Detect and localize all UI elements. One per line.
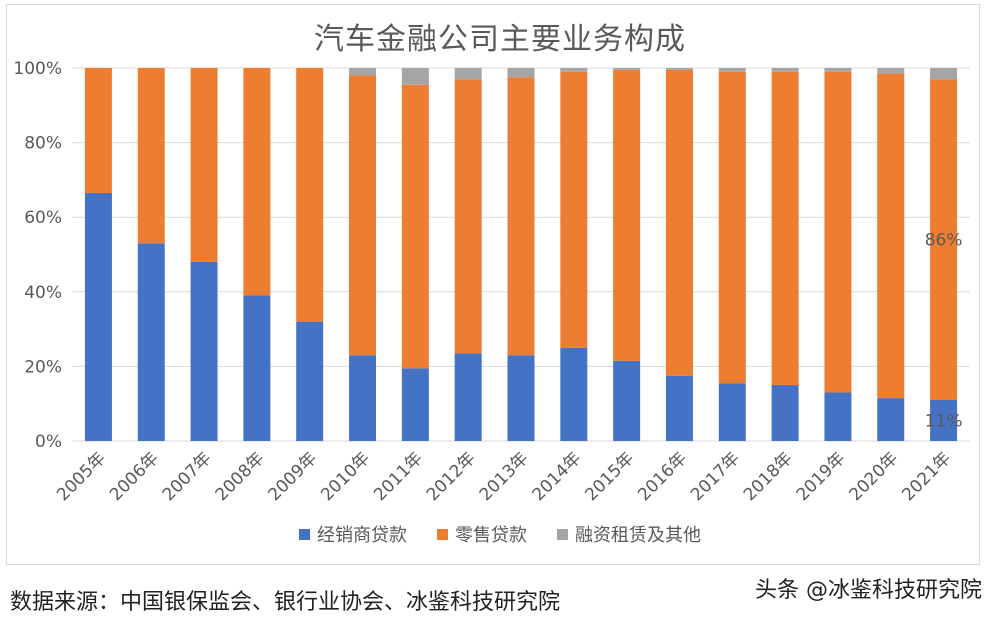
y-tick-label: 80%: [24, 134, 62, 154]
legend-swatch-dealer: [299, 528, 310, 540]
bar-segment: [824, 71, 852, 393]
bar-segment: [771, 385, 799, 441]
y-tick-label: 60%: [24, 208, 62, 228]
bar-segment: [84, 68, 112, 193]
bar-segment: [824, 68, 852, 72]
legend-swatch-retail: [437, 528, 448, 540]
legend: 经销商贷款 零售贷款 融资租赁及其他: [0, 521, 1000, 547]
bar-segment: [824, 392, 852, 441]
data-label: 11%: [925, 411, 963, 431]
x-tick-label: 2007年: [159, 448, 216, 505]
x-tick-label: 2020年: [846, 448, 903, 505]
x-tick-label: 2012年: [423, 448, 480, 505]
x-tick-label: 2014年: [529, 448, 586, 505]
bar-segment: [665, 68, 693, 70]
chart-title: 汽车金融公司主要业务构成: [314, 22, 686, 57]
bar-segment: [771, 71, 799, 386]
x-tick-label: 2017年: [687, 448, 744, 505]
x-tick-label: 2006年: [106, 448, 163, 505]
y-tick-label: 40%: [24, 283, 62, 303]
bar-segment: [877, 68, 905, 74]
bar-segment: [454, 79, 482, 354]
bar-segment: [930, 68, 958, 80]
data-labels: 86% 11%: [925, 231, 963, 432]
bar-segment: [349, 75, 377, 356]
bar-segment: [613, 69, 641, 361]
x-tick-label: 2015年: [581, 448, 638, 505]
bar-segment: [665, 375, 693, 441]
legend-item-retail: 零售贷款: [437, 521, 527, 547]
x-tick-label: 2010年: [317, 448, 374, 505]
y-tick-label: 20%: [24, 357, 62, 377]
bar-segment: [401, 84, 429, 369]
source-note: 数据来源：中国银保监会、银行业协会、冰鉴科技研究院: [10, 590, 561, 615]
bar-segment: [243, 68, 271, 296]
legend-swatch-leasing: [557, 528, 568, 540]
bar-segment: [137, 243, 165, 441]
y-tick-labels: 0% 20% 40% 60% 80% 100%: [13, 59, 62, 452]
bar-segment: [243, 295, 271, 441]
bar-segment: [560, 68, 588, 72]
bar-segment: [665, 69, 693, 376]
bar-segment: [718, 383, 746, 441]
bar-segment: [401, 68, 429, 85]
bar-segment: [877, 73, 905, 399]
bar-segment: [349, 68, 377, 76]
bar-segment: [190, 261, 218, 441]
bar-segment: [137, 68, 165, 244]
bar-segment: [349, 355, 377, 441]
bar-segment: [296, 321, 324, 441]
bar-segment: [877, 398, 905, 441]
x-tick-label: 2005年: [53, 448, 110, 505]
x-tick-label: 2009年: [264, 448, 321, 505]
bar-segment: [190, 68, 218, 262]
bar-segment: [454, 353, 482, 441]
x-tick-label: 2019年: [793, 448, 850, 505]
x-tick-label: 2011年: [370, 448, 427, 505]
bar-segment: [507, 77, 535, 356]
bar-segment: [454, 68, 482, 80]
bar-segment: [401, 368, 429, 441]
legend-item-leasing: 融资租赁及其他: [557, 521, 701, 547]
bar-segment: [507, 68, 535, 78]
bar-segment: [613, 360, 641, 441]
x-tick-label: 2018年: [740, 448, 797, 505]
y-tick-label: 100%: [13, 59, 62, 79]
chart-frame: [6, 4, 980, 565]
bar-segment: [930, 399, 958, 441]
bar-segment: [507, 355, 535, 441]
bar-segment: [296, 68, 324, 322]
x-tick-label: 2013年: [476, 448, 533, 505]
x-tick-label: 2021年: [898, 448, 955, 505]
bar-segment: [930, 79, 958, 400]
legend-label-dealer: 经销商贷款: [317, 525, 407, 546]
bar-series: [84, 68, 958, 441]
bar-segment: [560, 71, 588, 348]
legend-label-leasing: 融资租赁及其他: [575, 525, 701, 546]
bar-segment: [718, 68, 746, 72]
y-tick-label: 0%: [35, 432, 62, 452]
x-tick-label: 2008年: [212, 448, 269, 505]
watermark: 头条 @冰鉴科技研究院: [755, 578, 982, 603]
x-tick-label: 2016年: [634, 448, 691, 505]
legend-label-retail: 零售贷款: [455, 525, 527, 546]
bar-segment: [84, 192, 112, 441]
x-tick-labels: 2005年2006年2007年2008年2009年2010年2011年2012年…: [53, 448, 955, 505]
bar-segment: [718, 71, 746, 384]
bar-segment: [560, 347, 588, 441]
legend-item-dealer: 经销商贷款: [299, 521, 407, 547]
bar-segment: [613, 68, 641, 70]
data-label: 86%: [925, 231, 963, 251]
bar-segment: [771, 68, 799, 72]
